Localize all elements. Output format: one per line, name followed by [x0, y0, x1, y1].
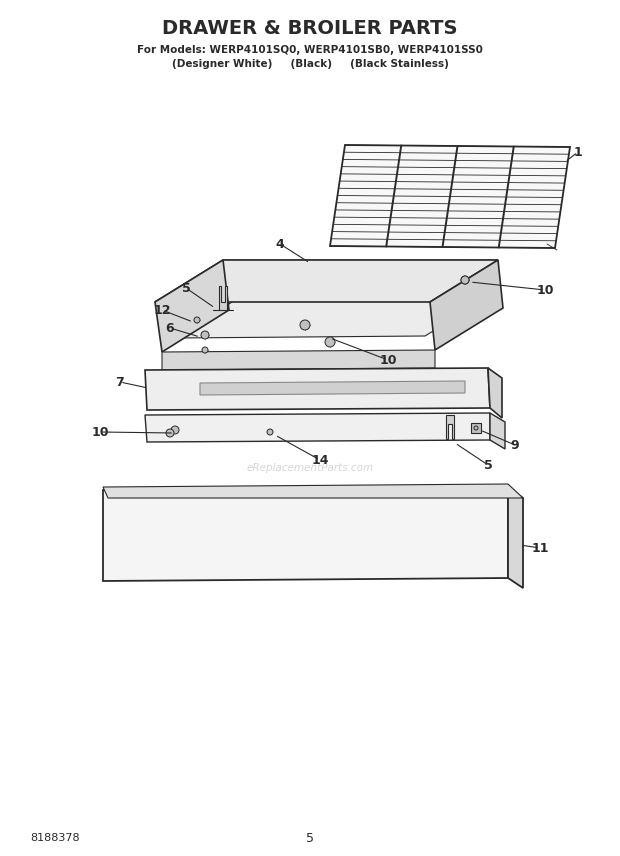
Polygon shape — [103, 487, 508, 581]
Polygon shape — [446, 415, 454, 439]
Text: 8188378: 8188378 — [30, 833, 79, 843]
Polygon shape — [145, 413, 490, 442]
Polygon shape — [155, 260, 498, 302]
Circle shape — [300, 320, 310, 330]
Circle shape — [461, 276, 469, 284]
Text: For Models: WERP4101SQ0, WERP4101SB0, WERP4101SS0: For Models: WERP4101SQ0, WERP4101SB0, WE… — [137, 45, 483, 55]
Text: 5: 5 — [306, 831, 314, 845]
Circle shape — [267, 429, 273, 435]
Polygon shape — [103, 484, 523, 498]
Text: 14: 14 — [311, 454, 329, 467]
Polygon shape — [162, 350, 435, 370]
Text: 10: 10 — [91, 425, 108, 438]
Circle shape — [474, 426, 478, 430]
Text: 11: 11 — [531, 542, 549, 555]
Text: 5: 5 — [182, 282, 190, 294]
Polygon shape — [145, 368, 490, 410]
Text: 12: 12 — [153, 304, 170, 317]
Polygon shape — [490, 413, 505, 449]
Text: (Designer White)     (Black)     (Black Stainless): (Designer White) (Black) (Black Stainles… — [172, 59, 448, 69]
Text: 5: 5 — [484, 459, 492, 472]
Circle shape — [325, 337, 335, 347]
Polygon shape — [508, 487, 523, 588]
Polygon shape — [430, 260, 503, 350]
Circle shape — [171, 426, 179, 434]
Text: 7: 7 — [115, 376, 125, 389]
Polygon shape — [488, 368, 502, 418]
Polygon shape — [200, 381, 465, 395]
Polygon shape — [330, 145, 570, 248]
Text: DRAWER & BROILER PARTS: DRAWER & BROILER PARTS — [162, 19, 458, 38]
Text: 4: 4 — [276, 237, 285, 251]
Polygon shape — [219, 286, 228, 310]
Text: 1: 1 — [574, 146, 582, 158]
Text: 6: 6 — [166, 322, 174, 335]
Circle shape — [202, 347, 208, 353]
Text: 10: 10 — [379, 354, 397, 366]
Text: 9: 9 — [511, 438, 520, 451]
Polygon shape — [175, 295, 492, 338]
Circle shape — [166, 429, 174, 437]
Polygon shape — [471, 423, 481, 433]
Circle shape — [461, 276, 469, 284]
Text: 10: 10 — [536, 283, 554, 296]
Text: eReplacementParts.com: eReplacementParts.com — [246, 463, 374, 473]
Polygon shape — [155, 260, 229, 352]
Polygon shape — [223, 260, 498, 297]
Circle shape — [201, 331, 209, 339]
Circle shape — [194, 317, 200, 323]
